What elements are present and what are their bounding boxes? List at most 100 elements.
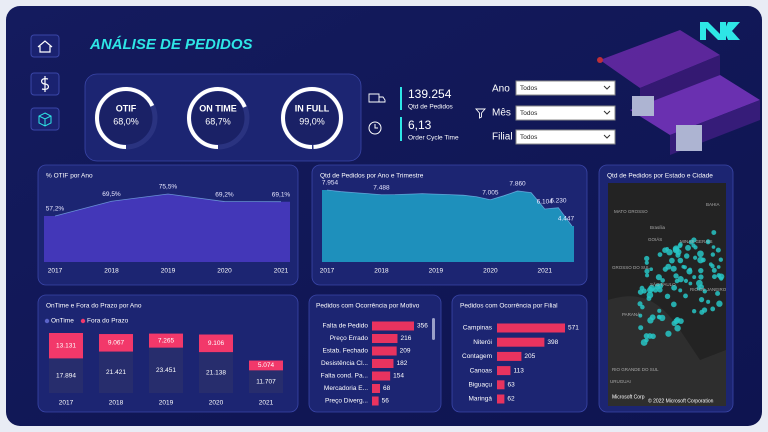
bar	[372, 359, 394, 368]
map-dot	[644, 260, 649, 265]
map-dot	[719, 276, 724, 281]
y-tick-label: Maringá	[469, 396, 493, 403]
data-label: 113	[513, 367, 524, 374]
map-dot	[677, 257, 684, 264]
bar-segment	[199, 334, 233, 353]
filter-label: Filial	[492, 132, 513, 143]
gauge-arc	[187, 87, 249, 149]
y-tick-label: Falta de Pedido	[322, 323, 368, 330]
map-dot	[655, 274, 662, 281]
y-tick-label: Preço Diverg...	[325, 398, 368, 405]
map-label: SÃO PAULO	[650, 281, 676, 287]
data-label: 68	[383, 385, 391, 392]
map-dot	[660, 278, 665, 283]
map-dot	[711, 230, 717, 235]
map-dot	[678, 288, 683, 293]
x-tick-label: 2021	[274, 268, 289, 275]
map-dot	[718, 257, 723, 262]
y-tick-label: Desistência Cl...	[321, 360, 368, 367]
y-tick-label: Canoas	[470, 367, 493, 374]
map-dot	[716, 265, 721, 269]
bar-segment	[149, 333, 183, 348]
gauge-label: IN FULL	[295, 103, 330, 113]
map-dot	[698, 267, 704, 274]
data-label: 13.131	[56, 342, 76, 349]
x-tick-label: 2018	[109, 400, 124, 407]
map-dot	[665, 330, 672, 337]
map-dot	[671, 320, 677, 327]
x-tick-label: 2017	[320, 268, 335, 275]
map-dot	[638, 325, 644, 331]
stat-value: 139.254	[408, 87, 452, 101]
data-label: 6.104	[537, 199, 554, 206]
map-dot	[662, 266, 668, 272]
map-dot	[698, 274, 704, 280]
map-dot	[706, 299, 711, 304]
map-label: MATO GROSSO	[614, 209, 648, 214]
bar	[497, 366, 511, 376]
map-dot	[711, 267, 717, 273]
map-dot	[675, 252, 681, 258]
stat-label: Qtd de Pedidos	[408, 104, 454, 111]
map-points	[637, 230, 725, 346]
map-dot	[650, 333, 656, 340]
dropdown[interactable]	[515, 80, 616, 96]
scrollbar[interactable]	[432, 318, 435, 340]
map-dot	[685, 244, 691, 251]
data-label: 69,2%	[215, 191, 234, 198]
map-dot	[670, 301, 677, 308]
bar	[372, 384, 381, 393]
map-dot	[656, 284, 661, 288]
map-dot	[641, 288, 647, 294]
map-dot	[681, 264, 686, 269]
gauge-value: 99,0%	[299, 116, 325, 126]
dropdown[interactable]	[515, 105, 616, 121]
bar	[497, 337, 545, 347]
dropdown-value: Todos	[520, 85, 538, 92]
map-dot	[683, 278, 689, 283]
gauge-label: OTIF	[116, 103, 137, 113]
map-label: GROSSO DO SUL	[612, 265, 650, 270]
bar	[497, 394, 505, 404]
dropdown-value: Todos	[520, 110, 538, 117]
map-dot	[644, 268, 650, 274]
x-tick-label: 2019	[161, 268, 176, 275]
map-dot	[693, 245, 698, 250]
map-dot	[644, 255, 650, 262]
y-tick-label: Biguaçu	[469, 382, 493, 389]
filter-label: Ano	[492, 84, 510, 95]
map-dot	[649, 267, 654, 272]
map-dot	[683, 293, 688, 299]
y-tick-label: Falta cond. Pa...	[321, 373, 369, 380]
map-dot	[688, 267, 692, 272]
bar-segment	[249, 370, 283, 393]
x-tick-label: 2018	[104, 268, 119, 275]
map-dot	[645, 273, 650, 278]
map-dot	[674, 325, 681, 332]
map-dot	[696, 279, 703, 287]
map-label: MINAS GERAIS	[680, 239, 713, 244]
map-dot	[697, 256, 704, 264]
gauge-value: 68,7%	[205, 116, 231, 126]
map-dot	[657, 252, 663, 257]
panel-title: Pedidos com Ocorrência por Motivo	[316, 303, 420, 310]
map-dot	[705, 239, 711, 245]
map-dot	[698, 297, 705, 303]
data-label: 216	[400, 335, 411, 342]
x-tick-label: 2020	[483, 268, 498, 275]
legend-swatch	[44, 318, 50, 324]
map-dot	[691, 309, 697, 314]
map-dot	[702, 289, 708, 294]
map-label: Brasília	[650, 225, 666, 230]
panel-title: Qtd de Pedidos por Estado e Cidade	[607, 173, 713, 180]
bar	[372, 396, 379, 406]
nav-home[interactable]	[30, 34, 60, 58]
nav	[30, 34, 60, 131]
map-dot	[683, 253, 690, 259]
legend-label: OnTime	[51, 318, 74, 325]
dropdown[interactable]	[515, 129, 616, 145]
map-label: PARANÁ	[622, 311, 640, 317]
map-labels: MATO GROSSO BAHIA Brasília GOIÁS MINAS GERAI…	[610, 202, 727, 384]
page-title: ANÁLISE DE PEDIDOS	[89, 36, 253, 53]
